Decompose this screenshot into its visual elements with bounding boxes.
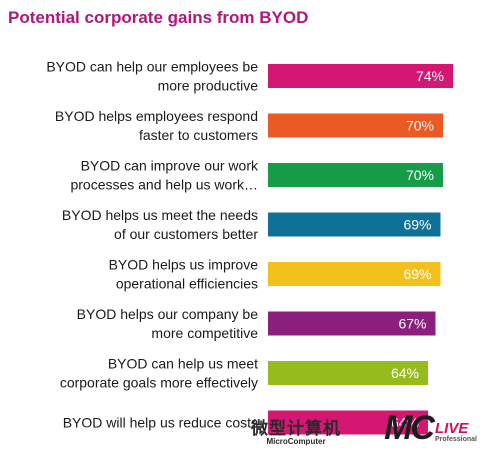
- bar-7: [268, 361, 428, 385]
- bar-1: [268, 64, 453, 88]
- category-label-4-line-2: of our customers better: [114, 226, 258, 242]
- category-label-4-line-1: BYOD helps us meet the needs: [62, 207, 258, 223]
- bar-3: [268, 163, 443, 187]
- category-label-6-line-2: more competitive: [151, 325, 258, 341]
- bar-value-label-6: 67%: [398, 316, 426, 332]
- bar-value-label-8: 64%: [391, 415, 419, 431]
- category-label-2-line-2: faster to customers: [139, 127, 258, 143]
- category-label-8-line-1: BYOD will help us reduce costs: [63, 415, 258, 431]
- category-label-3-line-2: processes and help us work…: [70, 177, 258, 193]
- watermark-microcomputer: 微型计算机 MicroComputer: [251, 420, 341, 446]
- bar-8: [268, 410, 428, 435]
- bar-value-label-2: 70%: [406, 118, 434, 134]
- bar-value-label-5: 69%: [403, 266, 431, 282]
- watermark-english: MicroComputer: [266, 437, 326, 446]
- watermark-live-block: LIVE Professional: [435, 421, 477, 443]
- watermark-mc-live-logo: MC LIVE Professional: [384, 411, 477, 445]
- bar-6: [268, 311, 436, 336]
- watermark-live: LIVE: [434, 420, 469, 437]
- category-label-5-line-1: BYOD helps us improve: [109, 257, 259, 273]
- bar-value-label-3: 70%: [406, 167, 434, 183]
- bar-value-label-4: 69%: [403, 217, 431, 233]
- category-label-1-line-1: BYOD can help our employees be: [46, 59, 258, 75]
- bar-5: [268, 262, 441, 286]
- category-label-7-line-1: BYOD can help us meet: [108, 356, 258, 372]
- chart-title: Potential corporate gains from BYOD: [8, 8, 309, 27]
- bar-2: [268, 113, 443, 138]
- category-label-6-line-1: BYOD helps our company be: [77, 306, 259, 322]
- bar-value-label-1: 74%: [416, 68, 444, 84]
- watermark-chinese: 微型计算机: [251, 419, 341, 438]
- watermark-logo: MC: [384, 409, 435, 447]
- watermark-professional: Professional: [434, 436, 477, 443]
- category-label-5-line-2: operational efficiencies: [116, 276, 258, 292]
- bar-value-label-7: 64%: [391, 365, 419, 381]
- category-label-2-line-1: BYOD helps employees respond: [55, 108, 258, 124]
- bar-4: [268, 212, 441, 237]
- category-label-1-line-2: more productive: [158, 78, 259, 94]
- category-label-3-line-1: BYOD can improve our work: [81, 158, 259, 174]
- category-label-7-line-2: corporate goals more effectively: [60, 375, 258, 391]
